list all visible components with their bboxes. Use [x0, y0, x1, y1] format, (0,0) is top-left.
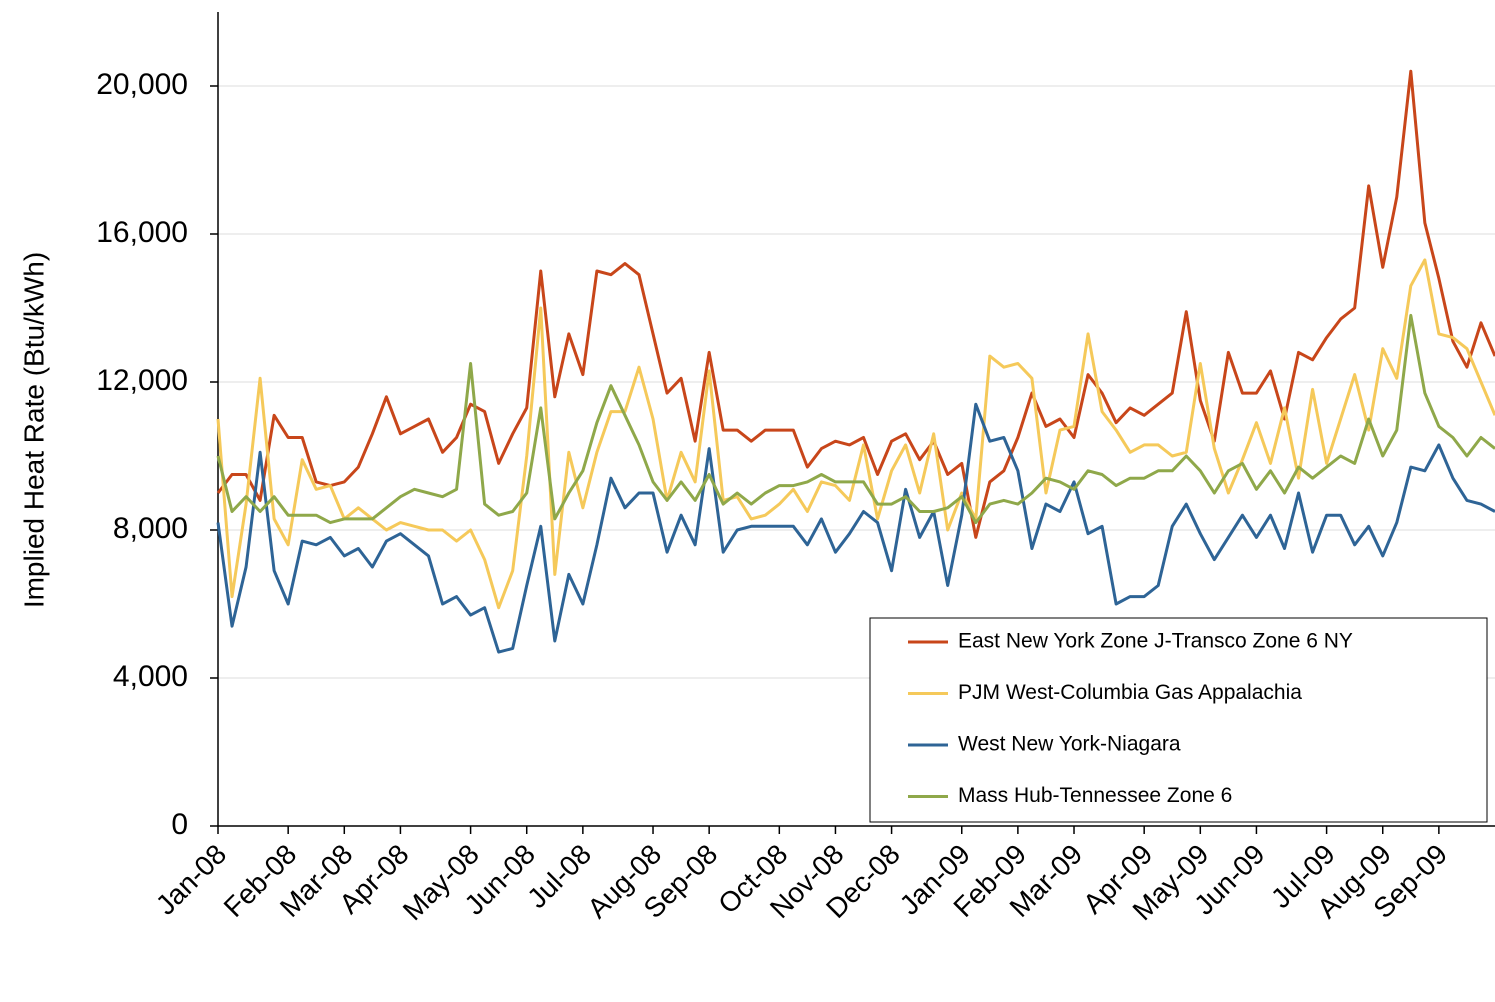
legend-label: PJM West-Columbia Gas Appalachia: [958, 681, 1302, 704]
y-tick-label: 20,000: [96, 68, 188, 101]
y-tick-label: 8,000: [113, 512, 188, 545]
legend-box: [869, 617, 1488, 823]
y-tick-label: 4,000: [113, 660, 188, 693]
y-tick-label: 0: [171, 808, 188, 841]
series-line: [216, 69, 1495, 539]
series-line: [216, 313, 1495, 525]
legend-label: East New York Zone J-Transco Zone 6 NY: [958, 630, 1353, 653]
series-line: [216, 402, 1495, 654]
legend-label: Mass Hub-Tennessee Zone 6: [958, 784, 1232, 807]
x-tick-label: Jan-08: [150, 838, 232, 920]
y-axis-label: Implied Heat Rate (Btu/kWh): [18, 252, 49, 608]
legend-label: West New York-Niagara: [958, 733, 1181, 756]
y-tick-label: 16,000: [96, 216, 188, 249]
y-tick-label: 12,000: [96, 364, 188, 397]
legend: East New York Zone J-Transco Zone 6 NY PJ…: [869, 617, 1488, 823]
series-line: [216, 258, 1495, 610]
